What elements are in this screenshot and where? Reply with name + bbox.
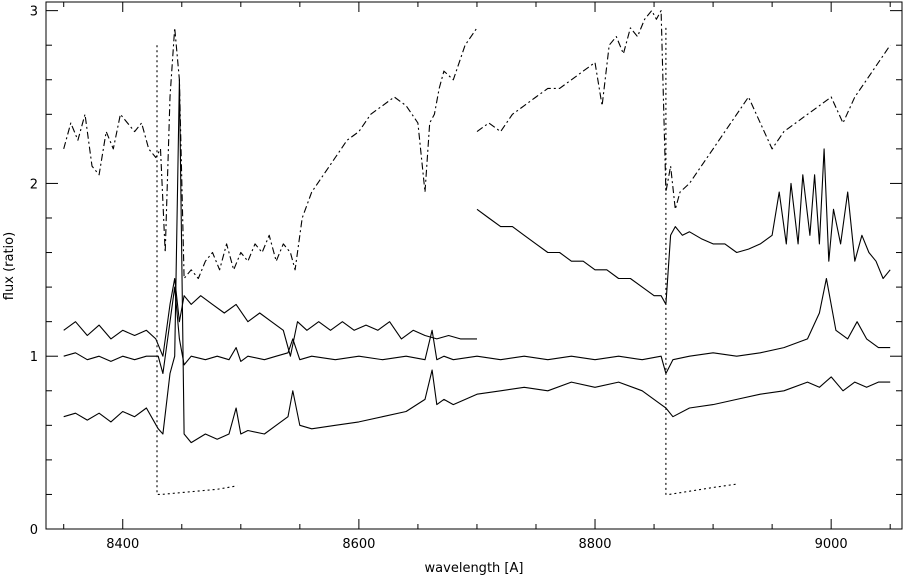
series-line-7	[156, 45, 238, 495]
y-tick-label: 1	[30, 350, 38, 365]
series-line-3	[63, 277, 477, 357]
axis-ticks	[46, 2, 902, 530]
series-line-5	[63, 277, 891, 375]
x-tick-label: 8800	[578, 537, 611, 552]
series-line-2	[476, 10, 891, 210]
axis-tick-labels: 8400 8600 8800 9000 0 1 2 3	[30, 5, 848, 552]
x-tick-label: 8600	[342, 537, 375, 552]
x-tick-label: 8400	[106, 537, 139, 552]
plot-frame	[45, 1, 903, 530]
x-tick-label: 9000	[815, 537, 848, 552]
y-tick-label: 0	[30, 523, 38, 538]
series-layer	[63, 10, 891, 495]
x-axis-label: wavelength [A]	[425, 561, 524, 576]
series-line-6	[63, 79, 891, 444]
series-line-4	[476, 148, 891, 305]
y-tick-label: 2	[30, 177, 38, 192]
series-line-1	[63, 27, 478, 280]
y-tick-label: 3	[30, 5, 38, 20]
series-line-8	[665, 27, 737, 495]
y-axis-label: flux (ratio)	[2, 232, 17, 300]
